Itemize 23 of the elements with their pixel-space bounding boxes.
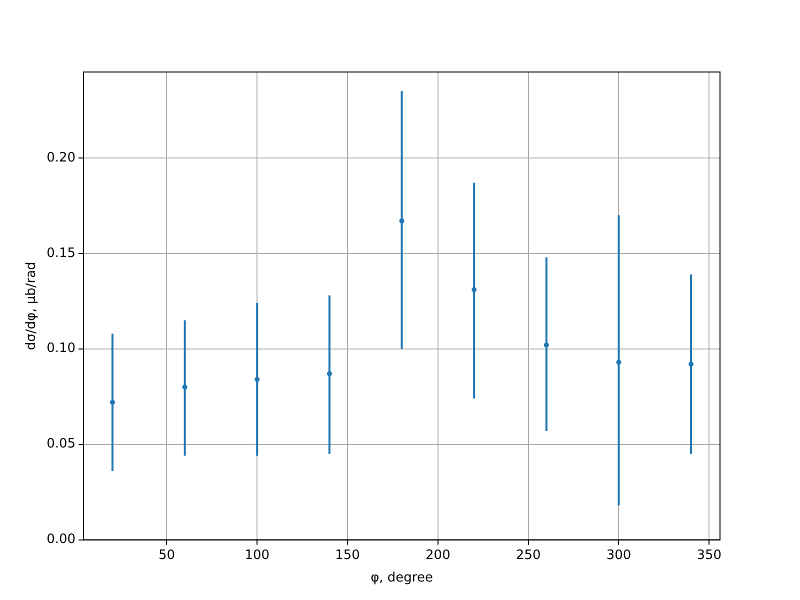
y-tick-label: 0.15 <box>46 246 76 261</box>
x-tick-label: 50 <box>158 548 175 563</box>
x-axis-title: φ, degree <box>370 570 433 586</box>
point <box>544 342 549 348</box>
point <box>472 287 477 292</box>
x-tick-label: 300 <box>606 548 632 563</box>
point <box>254 376 260 382</box>
y-tick-label: 0.05 <box>46 436 76 452</box>
x-tick-label: 200 <box>426 548 450 563</box>
x-tick-label: 350 <box>696 548 722 563</box>
y-tick-label: 0.10 <box>46 341 76 356</box>
point <box>326 371 332 376</box>
point <box>688 362 694 367</box>
y-tick-label: 0.20 <box>46 150 76 166</box>
point <box>182 384 188 390</box>
point <box>399 218 404 224</box>
point <box>110 400 115 405</box>
x-tick-label: 250 <box>516 548 541 563</box>
x-tick-label: 150 <box>335 548 360 563</box>
y-tick-label: 0.00 <box>46 532 76 548</box>
point <box>616 360 622 365</box>
x-tick-label: 100 <box>244 548 270 563</box>
y-axis-title: dσ/dφ, μb/rad <box>24 262 40 350</box>
